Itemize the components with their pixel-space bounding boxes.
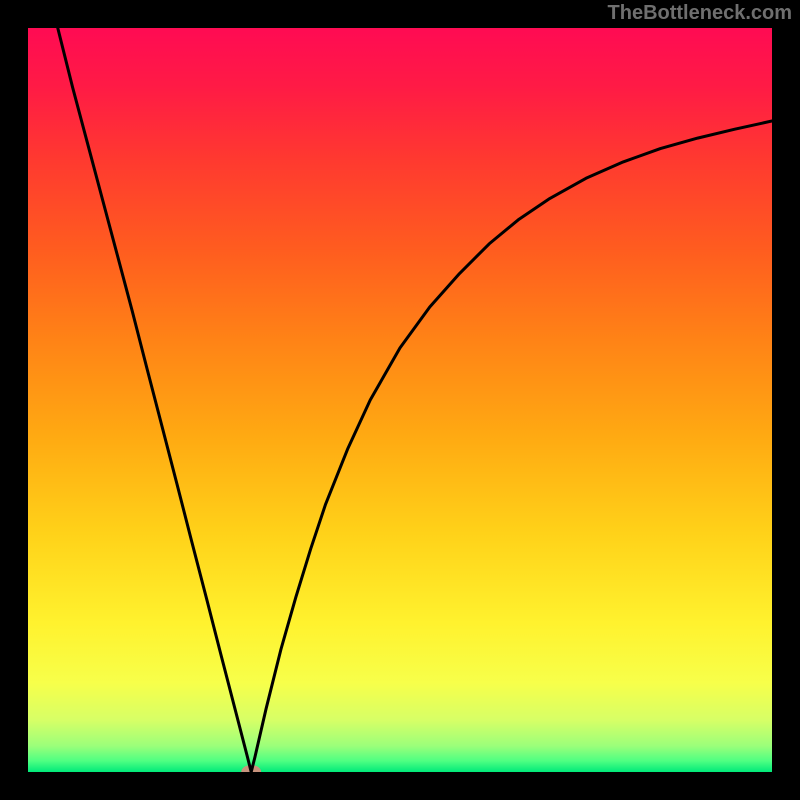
plot-area (28, 28, 772, 772)
bottleneck-curve (58, 28, 772, 772)
chart-container: TheBottleneck.com (0, 0, 800, 800)
watermark-text: TheBottleneck.com (608, 2, 792, 25)
curve-layer (28, 28, 772, 772)
